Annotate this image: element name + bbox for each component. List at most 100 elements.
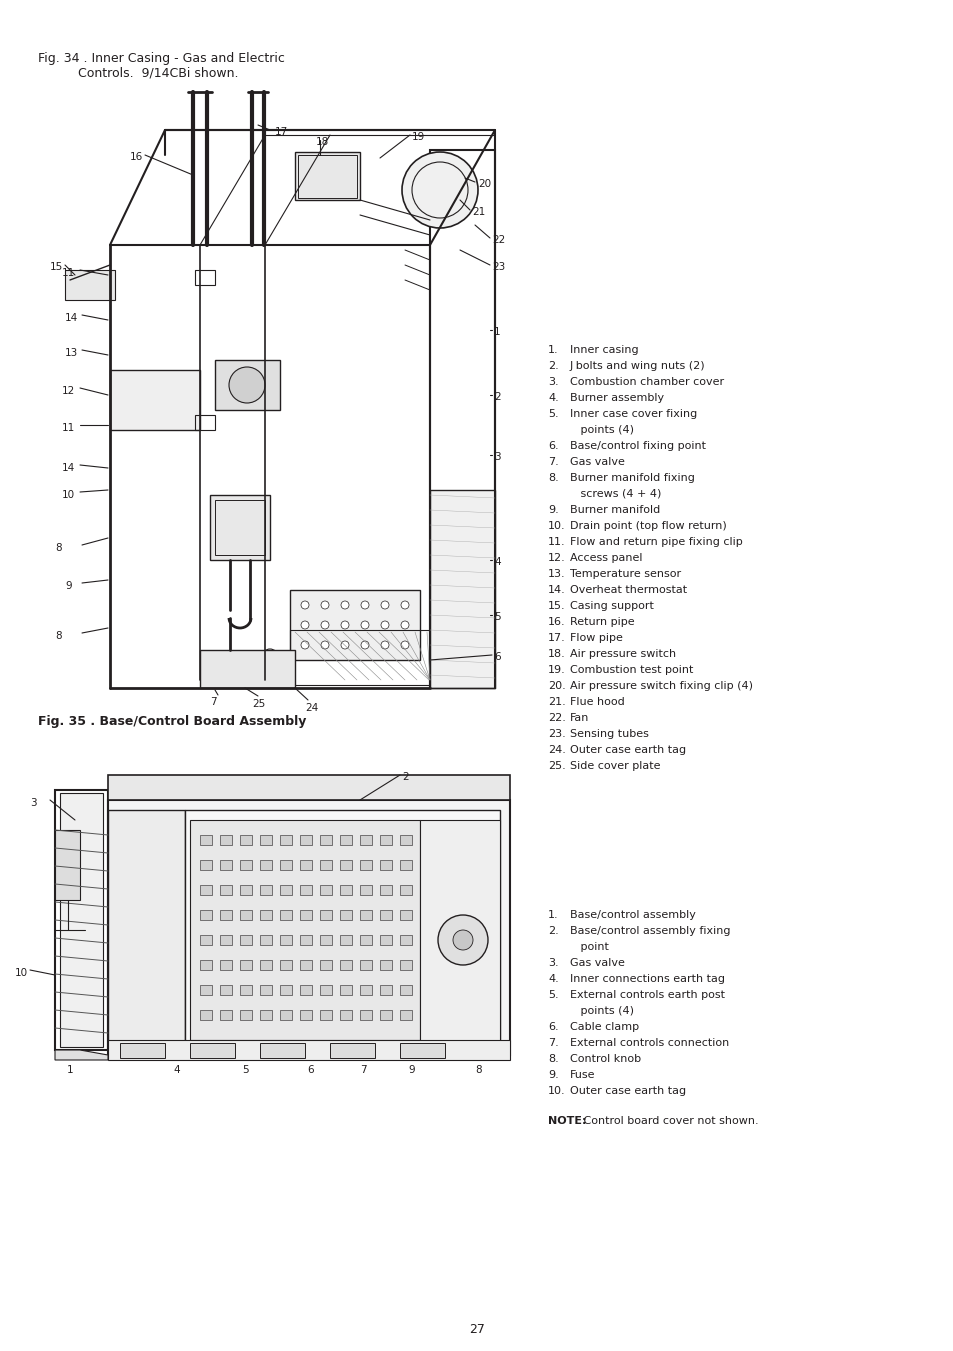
Text: Flue hood: Flue hood: [569, 697, 624, 707]
Text: 23.: 23.: [547, 730, 565, 739]
Bar: [359, 835, 372, 844]
Text: 6.: 6.: [547, 1021, 558, 1032]
Bar: [240, 835, 252, 844]
Text: 13: 13: [65, 349, 78, 358]
Bar: [379, 835, 392, 844]
Text: Return pipe: Return pipe: [569, 617, 634, 627]
Text: Controls.  9/14CBi shown.: Controls. 9/14CBi shown.: [78, 68, 238, 80]
Text: 9: 9: [408, 1065, 415, 1075]
Text: 5: 5: [242, 1065, 249, 1075]
Bar: [399, 1011, 412, 1020]
Circle shape: [340, 621, 349, 630]
Bar: [379, 961, 392, 970]
Text: Base/control assembly: Base/control assembly: [569, 911, 695, 920]
Bar: [280, 985, 292, 994]
Text: Fan: Fan: [569, 713, 589, 723]
Bar: [260, 935, 272, 944]
Bar: [299, 885, 312, 894]
Bar: [220, 985, 232, 994]
Bar: [194, 415, 214, 430]
Text: 15: 15: [50, 262, 63, 272]
Bar: [419, 820, 499, 1046]
Text: 9: 9: [65, 581, 71, 590]
Bar: [319, 1011, 332, 1020]
Text: Combustion test point: Combustion test point: [569, 665, 693, 676]
Text: screws (4 + 4): screws (4 + 4): [569, 489, 660, 499]
Text: Side cover plate: Side cover plate: [569, 761, 659, 771]
Bar: [60, 793, 103, 1047]
Circle shape: [262, 648, 277, 665]
Bar: [399, 885, 412, 894]
Text: Gas valve: Gas valve: [569, 958, 624, 969]
Circle shape: [301, 621, 309, 630]
Circle shape: [301, 601, 309, 609]
Bar: [260, 911, 272, 920]
Text: 16: 16: [130, 153, 143, 162]
Text: 8.: 8.: [547, 1054, 558, 1065]
Bar: [240, 885, 252, 894]
Bar: [379, 911, 392, 920]
Bar: [299, 911, 312, 920]
Bar: [280, 835, 292, 844]
Bar: [339, 961, 352, 970]
Text: Casing support: Casing support: [569, 601, 653, 611]
Bar: [55, 830, 80, 900]
Text: 13.: 13.: [547, 569, 565, 580]
Text: 2.: 2.: [547, 925, 558, 936]
Polygon shape: [108, 775, 510, 800]
Text: 21.: 21.: [547, 697, 565, 707]
Circle shape: [320, 601, 329, 609]
Bar: [260, 885, 272, 894]
Text: 3.: 3.: [547, 958, 558, 969]
Bar: [399, 861, 412, 870]
Text: 2: 2: [401, 771, 408, 782]
Bar: [359, 861, 372, 870]
Bar: [430, 150, 495, 688]
Text: 16.: 16.: [547, 617, 565, 627]
Bar: [319, 985, 332, 994]
Bar: [379, 885, 392, 894]
Text: Overheat thermostat: Overheat thermostat: [569, 585, 686, 594]
Circle shape: [340, 601, 349, 609]
Text: 9.: 9.: [547, 1070, 558, 1079]
Text: 1: 1: [67, 1065, 73, 1075]
Text: 17: 17: [274, 127, 288, 136]
Bar: [280, 935, 292, 944]
Text: 8: 8: [475, 1065, 481, 1075]
Text: 17.: 17.: [547, 634, 565, 643]
Bar: [299, 861, 312, 870]
Text: 11.: 11.: [547, 536, 565, 547]
Text: 1: 1: [494, 327, 500, 336]
Bar: [260, 961, 272, 970]
Bar: [399, 911, 412, 920]
Text: Flow pipe: Flow pipe: [569, 634, 622, 643]
Text: Cable clamp: Cable clamp: [569, 1021, 639, 1032]
Text: Base/control fixing point: Base/control fixing point: [569, 440, 705, 451]
Text: Burner assembly: Burner assembly: [569, 393, 663, 403]
Text: point: point: [569, 942, 608, 952]
Text: 15.: 15.: [547, 601, 565, 611]
Text: 3: 3: [494, 453, 500, 462]
Text: 4: 4: [172, 1065, 179, 1075]
Text: Control board cover not shown.: Control board cover not shown.: [579, 1116, 758, 1125]
Bar: [319, 835, 332, 844]
Circle shape: [380, 640, 389, 648]
Text: Outer case earth tag: Outer case earth tag: [569, 744, 685, 755]
Bar: [319, 885, 332, 894]
Bar: [430, 490, 495, 688]
Circle shape: [400, 640, 409, 648]
Bar: [339, 1011, 352, 1020]
Circle shape: [400, 621, 409, 630]
Text: 4.: 4.: [547, 393, 558, 403]
Bar: [220, 935, 232, 944]
Bar: [190, 1043, 234, 1058]
Text: 8: 8: [55, 631, 62, 640]
Bar: [200, 835, 212, 844]
Bar: [299, 1011, 312, 1020]
Bar: [280, 885, 292, 894]
Bar: [359, 935, 372, 944]
Bar: [260, 985, 272, 994]
Text: 6.: 6.: [547, 440, 558, 451]
Text: 11: 11: [62, 267, 75, 278]
Text: 19: 19: [412, 132, 425, 142]
